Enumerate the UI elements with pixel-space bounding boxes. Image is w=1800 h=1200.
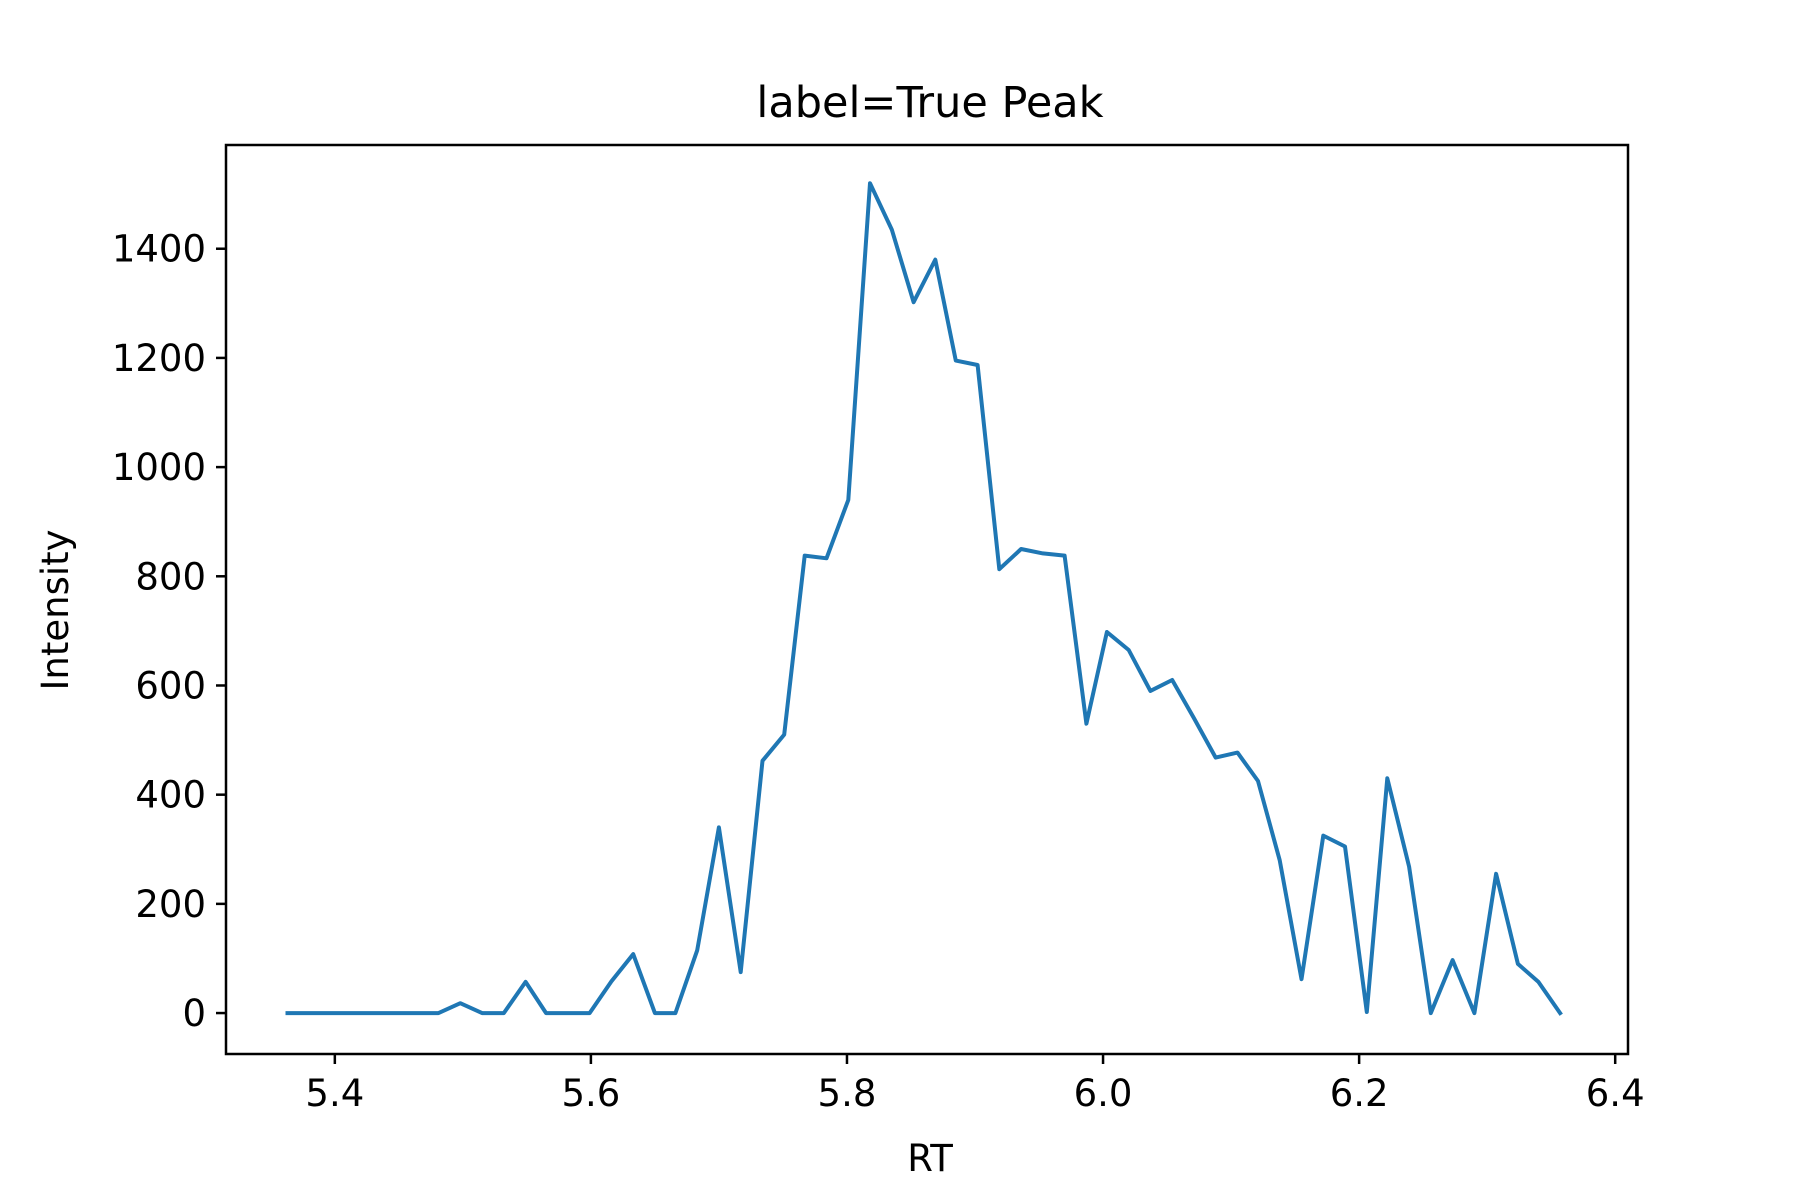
y-tick-label: 200: [135, 883, 206, 926]
x-tick-label: 5.8: [818, 1072, 877, 1115]
y-tick-label: 600: [135, 664, 206, 707]
x-axis-label: RT: [907, 1137, 953, 1180]
y-axis: 0 200 400 600 800 1000 1200 1400: [112, 228, 226, 1035]
y-tick-label: 1200: [112, 337, 206, 380]
x-tick-label: 6.0: [1074, 1072, 1133, 1115]
x-axis: 5.4 5.6 5.8 6.0 6.2 6.4: [305, 1054, 1645, 1115]
chart-title: label=True Peak: [756, 78, 1103, 128]
x-tick-label: 5.4: [305, 1072, 364, 1115]
y-axis-label: Intensity: [34, 529, 77, 690]
y-tick-label: 1000: [112, 446, 206, 489]
series-layer: [285, 181, 1563, 1016]
y-tick-label: 0: [182, 992, 206, 1035]
y-tick-label: 800: [135, 555, 206, 598]
x-tick-label: 6.4: [1586, 1072, 1645, 1115]
plot-frame: [224, 143, 1630, 1056]
series-line: [285, 181, 1563, 1016]
y-tick-label: 1400: [112, 228, 206, 271]
y-tick-label: 400: [135, 774, 206, 817]
x-tick-label: 5.6: [561, 1072, 620, 1115]
x-tick-label: 6.2: [1330, 1072, 1389, 1115]
